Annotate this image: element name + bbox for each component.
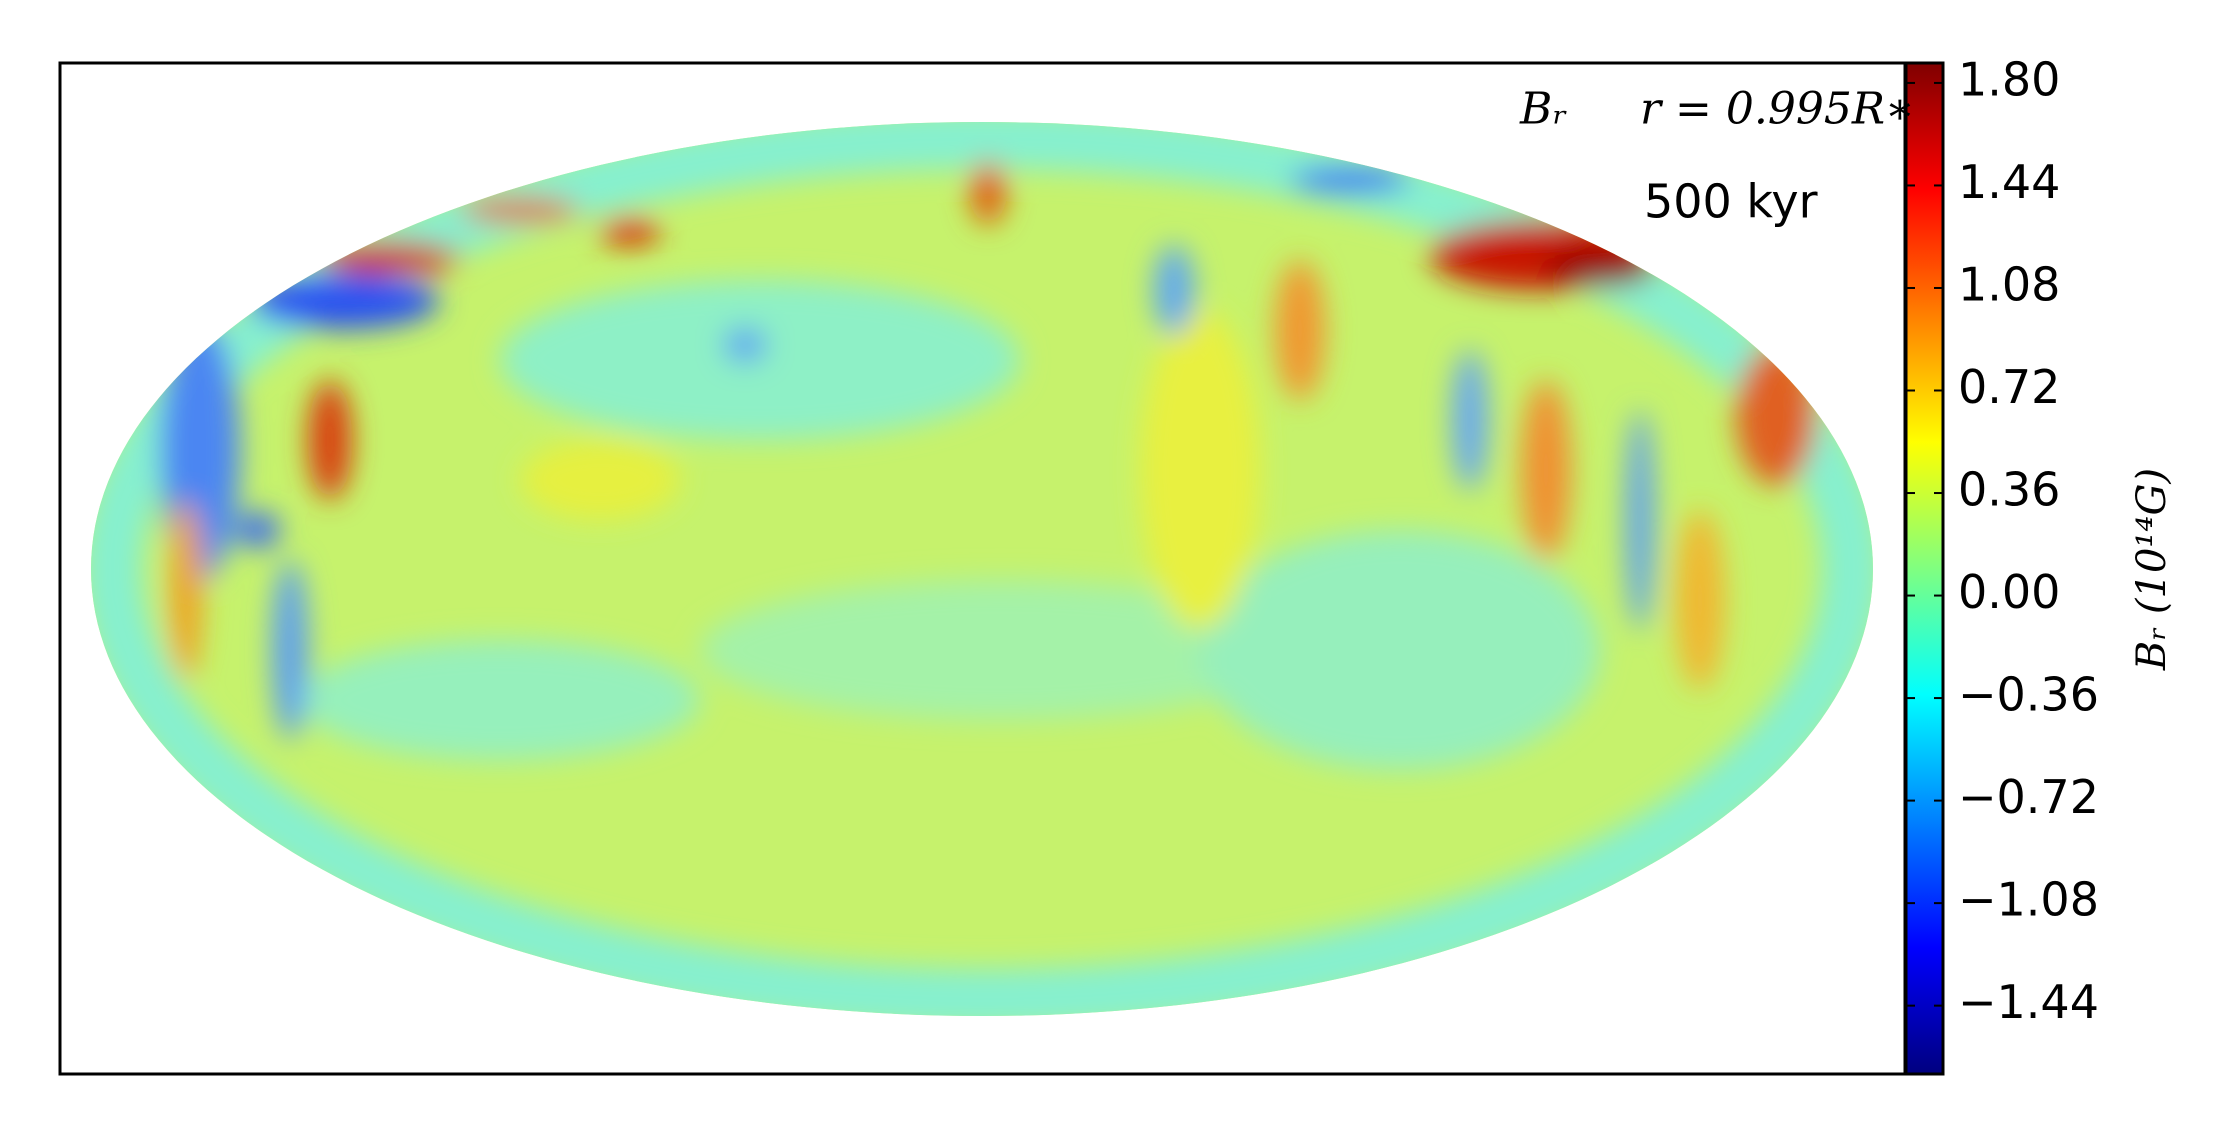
- colorbar-tick-label: 0.72: [1958, 360, 2060, 414]
- colorbar-tick-label: −0.72: [1958, 770, 2099, 824]
- colorbar-tick-label: 1.08: [1958, 257, 2060, 311]
- colorbar-tick-label: 0.00: [1958, 565, 2060, 619]
- colorbar-label: Bᵣ (10¹⁴G): [2129, 468, 2175, 671]
- colorbar-tick-label: −1.44: [1958, 975, 2099, 1029]
- map-field: [91, 122, 1873, 1016]
- colorbar-tick-label: 1.80: [1958, 52, 2060, 106]
- colorbar: [1904, 61, 1945, 1076]
- colorbar-tick-label: 1.44: [1958, 155, 2060, 209]
- radius-label: r = 0.995R∗: [1640, 84, 1915, 135]
- field-label: Bᵣ: [1519, 84, 1568, 135]
- colorbar-tick-label: −1.08: [1958, 873, 2099, 927]
- colorbar-tick-label: 0.36: [1958, 463, 2060, 517]
- time-annotation: 500 kyr: [1644, 175, 1818, 229]
- colorbar-tick-label: −0.36: [1958, 668, 2099, 722]
